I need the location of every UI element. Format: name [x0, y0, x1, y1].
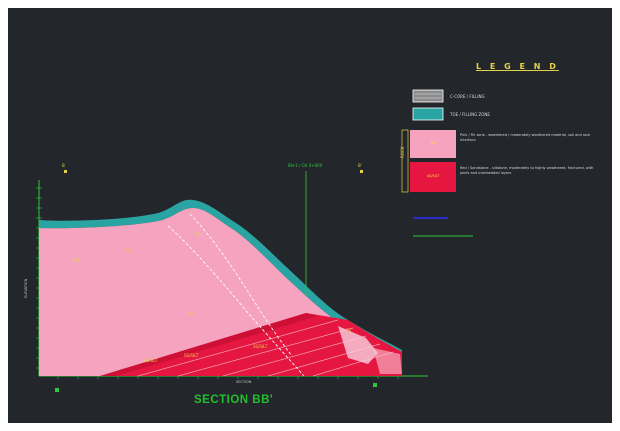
legend-swatch-c-core — [412, 89, 444, 103]
legend-swatch-c-core-pattern — [415, 93, 441, 99]
legend-swatch-toe-fill — [412, 107, 444, 121]
region-label-ss-3: SS/SILT — [184, 353, 199, 358]
chainage-axis-label: SECTION — [236, 380, 252, 384]
region-label-rs-1: RS — [74, 258, 80, 263]
region-label-ss-2: SS/SILT — [253, 344, 268, 349]
region-label-rs-3: RS — [188, 311, 194, 316]
region-label-bh: BH — [196, 232, 202, 237]
legend-swatch-pink — [410, 130, 456, 158]
region-label-ss-4: SS — [346, 328, 352, 333]
point-label-b: B — [62, 163, 65, 168]
section-marker-right — [373, 383, 377, 387]
legend-swatch-pink-text: RS — [430, 141, 436, 145]
slip-lines — [167, 213, 305, 377]
legend-swatch-red — [410, 162, 456, 192]
legend-desc-pink: Pink / Fill zone - weathered / moderatel… — [460, 133, 591, 142]
borehole-label: BH-1 / CH 0+000 — [288, 163, 323, 168]
section-marker-left — [55, 388, 59, 392]
legend-desc-red: Red / Sandstone - siltstone, moderately … — [460, 166, 594, 175]
top-marker-left — [64, 170, 67, 173]
region-label-ss-1: SS/SILT — [143, 358, 158, 363]
region-label-rs-2: RS — [126, 248, 132, 253]
legend-title: L E G E N D — [476, 62, 559, 71]
toe-light-region — [338, 326, 378, 364]
legend-vertical-label: ROCK — [400, 146, 405, 158]
legend-bracket — [401, 129, 409, 193]
cad-drawing-canvas: L E G E N D C-CORE / FILLING TOE / FILLI… — [8, 8, 612, 423]
toe-light-region-2 — [373, 348, 402, 374]
elevation-axis-label: ELEVATION — [24, 278, 28, 298]
cross-section-svg — [36, 89, 473, 392]
legend-label-c-core: C-CORE / FILLING — [450, 94, 485, 99]
section-title: SECTION BB' — [194, 394, 274, 406]
legend-label-toe-fill: TOE / FILLING ZONE — [450, 112, 490, 117]
legend-swatch-red-text: SS/SILT — [426, 174, 440, 178]
point-label-b-prime: B' — [358, 163, 362, 168]
top-marker-right — [360, 170, 363, 173]
sandstone-upper-band — [100, 313, 318, 376]
